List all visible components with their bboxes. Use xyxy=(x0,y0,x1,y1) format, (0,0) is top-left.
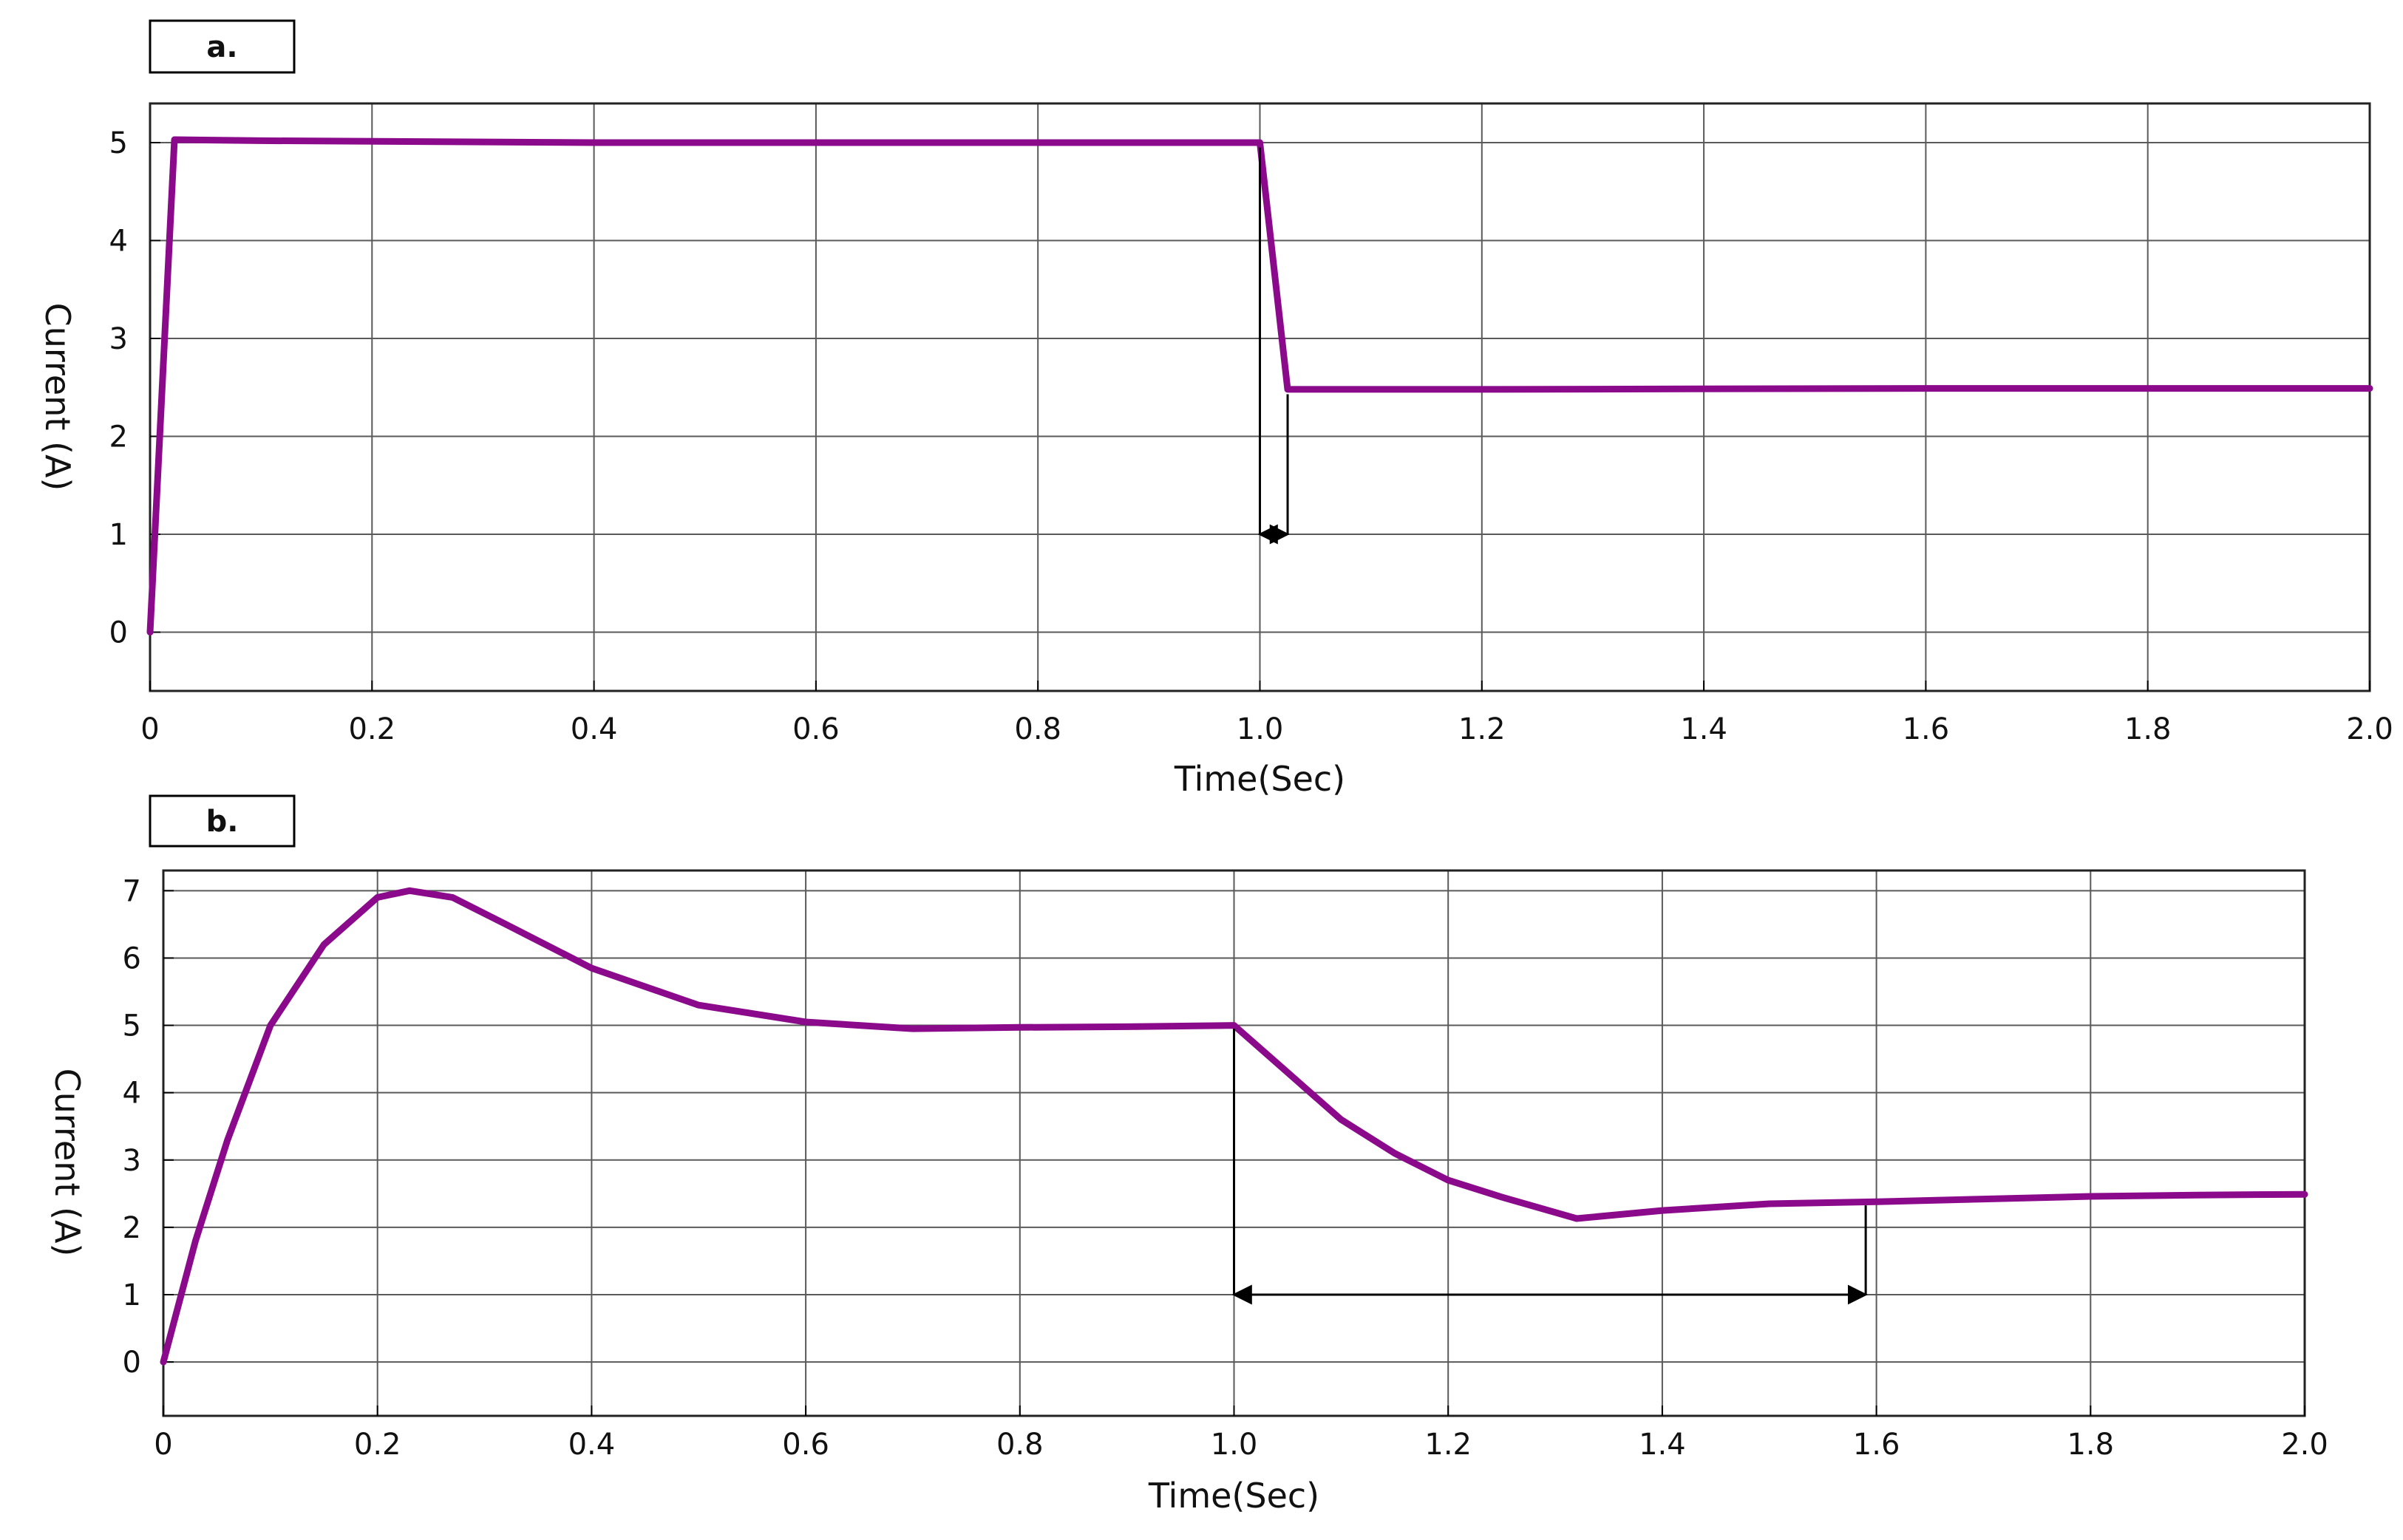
x-tick-label: 1.4 xyxy=(1639,1428,1686,1462)
x-tick-label: 1.0 xyxy=(1211,1428,1258,1462)
y-axis-label: Current (A) xyxy=(47,1069,87,1257)
y-tick-label: 0 xyxy=(109,616,128,650)
x-tick-label: 0 xyxy=(140,712,159,746)
x-tick-label: 1.2 xyxy=(1458,712,1506,746)
x-tick-label: 1.6 xyxy=(1903,712,1950,746)
x-axis-label: Time(Sec) xyxy=(1148,1476,1319,1516)
x-axis-label: Time(Sec) xyxy=(1174,759,1345,799)
x-tick-label: 0.6 xyxy=(782,1428,829,1462)
y-axis-label: Current (A) xyxy=(38,303,78,491)
y-tick-label: 2 xyxy=(123,1211,141,1245)
x-tick-label: 0.2 xyxy=(348,712,395,746)
x-tick-label: 2.0 xyxy=(2346,712,2393,746)
y-tick-label: 1 xyxy=(123,1278,141,1312)
x-tick-label: 0 xyxy=(154,1428,172,1462)
y-tick-label: 2 xyxy=(109,420,128,454)
y-tick-label: 4 xyxy=(123,1077,141,1111)
x-tick-label: 0.4 xyxy=(571,712,618,746)
x-tick-label: 1.8 xyxy=(2124,712,2172,746)
panel-label: b. xyxy=(206,805,239,839)
x-tick-label: 1.0 xyxy=(1237,712,1284,746)
series-line-current xyxy=(160,887,2308,1366)
panel-label-box xyxy=(149,794,296,848)
y-tick-label: 3 xyxy=(109,322,128,356)
series-line-current xyxy=(146,136,2373,636)
x-tick-label: 0.4 xyxy=(568,1428,616,1462)
y-tick-label: 5 xyxy=(123,1009,141,1043)
x-tick-label: 1.2 xyxy=(1424,1428,1472,1462)
x-tick-label: 1.6 xyxy=(1853,1428,1900,1462)
y-tick-label: 0 xyxy=(123,1346,141,1380)
x-tick-label: 0.2 xyxy=(354,1428,401,1462)
y-tick-label: 3 xyxy=(123,1144,141,1178)
chart-panel-b: b. 0 0.2 0.4 0.6 0.8 1.0 1.2 1.4 1.6 1.8 2.0 0 1 2 3 4 5 6… xyxy=(47,794,2328,1516)
chart-panel-a: a. 0 0.2 0.4 0.6 0.8 1.0 1.2 1.4 1.6 1.8 2.0 0 1 2 3 4 5 T… xyxy=(38,19,2393,799)
y-tick-label: 5 xyxy=(109,126,128,160)
panel-label-box xyxy=(149,19,296,74)
x-tick-label: 2.0 xyxy=(2281,1428,2328,1462)
y-tick-label: 1 xyxy=(109,518,128,552)
y-tick-label: 4 xyxy=(109,225,128,259)
x-tick-label: 0.8 xyxy=(996,1428,1044,1462)
x-tick-label: 0.8 xyxy=(1014,712,1061,746)
x-tick-label: 1.4 xyxy=(1680,712,1727,746)
y-tick-label: 6 xyxy=(123,941,141,975)
panel-label: a. xyxy=(206,30,237,64)
y-tick-label: 7 xyxy=(123,874,141,908)
x-tick-label: 1.8 xyxy=(2067,1428,2114,1462)
x-tick-label: 0.6 xyxy=(792,712,840,746)
